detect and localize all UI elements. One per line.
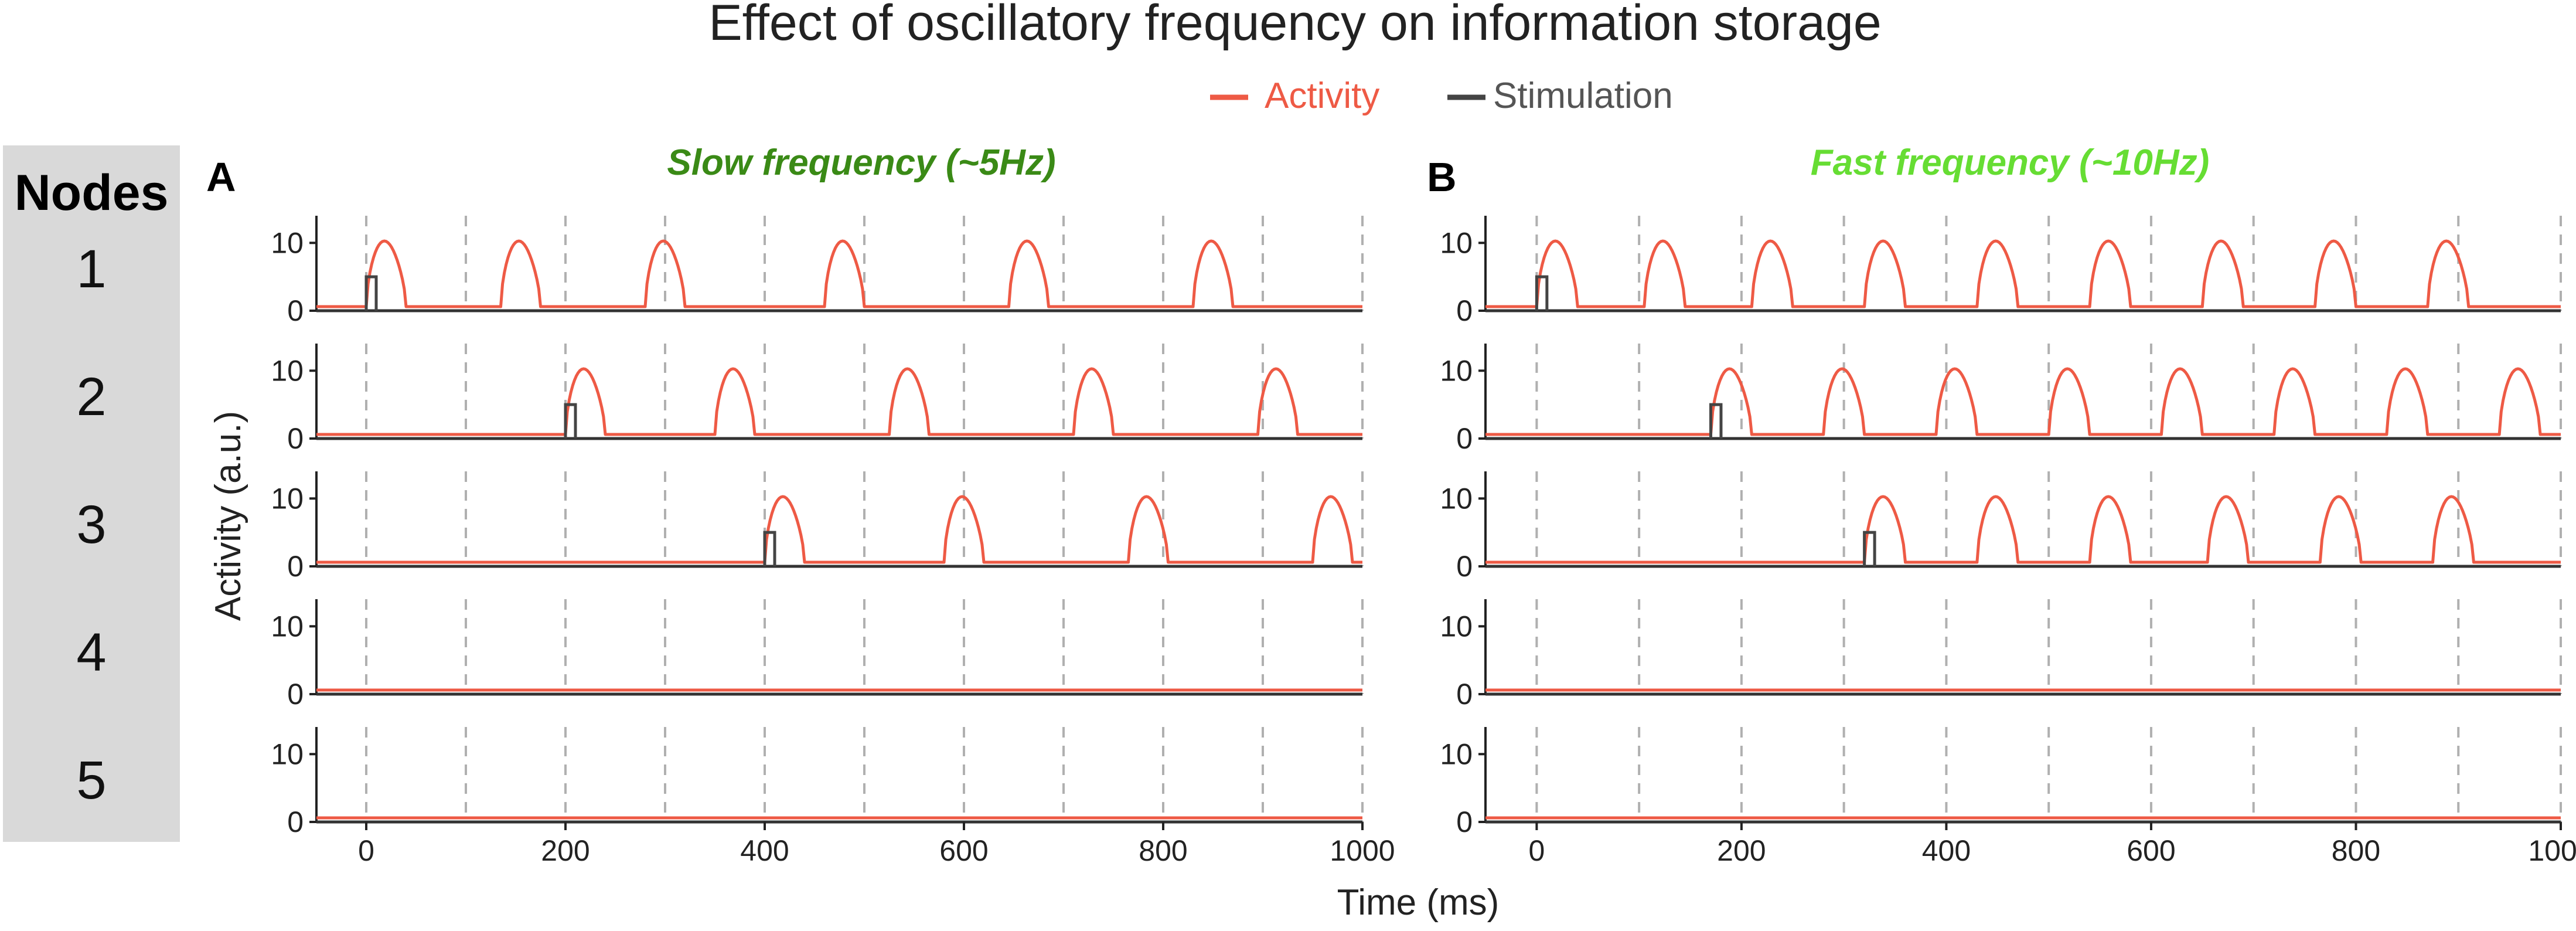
stimulation-pulse	[1535, 275, 1549, 311]
chart-title: Effect of oscillatory frequency on infor…	[708, 0, 1881, 51]
x-tick-label: 400	[740, 834, 789, 867]
stimulation-pulse	[1863, 531, 1876, 566]
activity-trace	[316, 367, 1362, 436]
x-tick-label: 600	[2127, 834, 2175, 867]
y-tick-label: 10	[271, 482, 304, 515]
panel-a-title: Slow frequency (~5Hz)	[667, 142, 1055, 183]
x-tick-label: 1000	[2528, 834, 2576, 867]
legend-activity-label: Activity	[1265, 76, 1379, 116]
x-axis-label: Time (ms)	[1337, 882, 1500, 923]
activity-trace	[1485, 239, 2561, 308]
y-tick-label: 10	[271, 610, 304, 643]
x-tick-label: 1000	[1330, 834, 1395, 867]
y-tick-label: 0	[1456, 294, 1473, 327]
node-label-1: 1	[76, 239, 106, 299]
node-label-4: 4	[76, 623, 106, 682]
subplot-node-3: 0 10	[271, 471, 1364, 583]
panel-b-letter: B	[1427, 154, 1457, 200]
x-tick-label: 0	[1528, 834, 1545, 867]
activity-trace	[1485, 367, 2561, 436]
y-tick-label: 0	[287, 678, 304, 711]
node-column-background	[3, 145, 180, 842]
y-tick-label: 0	[1456, 422, 1473, 455]
x-tick-label: 0	[358, 834, 374, 867]
activity-trace	[316, 495, 1362, 564]
y-tick-label: 10	[1440, 482, 1473, 515]
stimulation-pulse	[1709, 403, 1723, 439]
subplot-node-3: 0 10	[1440, 471, 2562, 583]
stimulation-pulse	[564, 403, 577, 439]
x-tick-label: 400	[1922, 834, 1971, 867]
y-tick-label: 0	[287, 806, 304, 838]
y-tick-label: 0	[287, 422, 304, 455]
y-tick-label: 10	[271, 354, 304, 387]
node-label-5: 5	[76, 750, 106, 810]
y-tick-label: 10	[271, 226, 304, 259]
y-tick-label: 0	[287, 550, 304, 583]
legend: Activity Stimulation	[1210, 76, 1673, 116]
subplot-node-2: 0 10	[271, 344, 1364, 455]
subplot-node-4: 0 10	[271, 599, 1364, 711]
y-tick-label: 10	[1440, 610, 1473, 643]
x-tick-label: 200	[541, 834, 590, 867]
y-tick-label: 10	[1440, 354, 1473, 387]
y-tick-label: 10	[271, 738, 304, 770]
y-axis-label: Activity (a.u.)	[208, 411, 248, 621]
legend-stimulation-label: Stimulation	[1493, 76, 1673, 116]
subplot-node-1: 0 10	[271, 216, 1364, 327]
x-tick-label: 800	[2332, 834, 2380, 867]
stimulation-pulse	[364, 275, 378, 311]
x-tick-label: 800	[1139, 834, 1187, 867]
y-tick-label: 0	[1456, 678, 1473, 711]
activity-trace	[1485, 495, 2561, 564]
subplot-node-1: 0 10	[1440, 216, 2562, 327]
node-column-header: Nodes	[15, 165, 169, 221]
stimulation-pulse	[763, 531, 776, 566]
panel-b-title: Fast frequency (~10Hz)	[1811, 142, 2210, 183]
subplot-node-4: 0 10	[1440, 599, 2562, 711]
y-tick-label: 10	[1440, 738, 1473, 770]
node-label-2: 2	[76, 367, 106, 427]
x-tick-label: 200	[1717, 834, 1766, 867]
y-tick-label: 0	[287, 294, 304, 327]
subplot-node-2: 0 10	[1440, 344, 2562, 455]
node-column: Nodes 1 2 3 4 5	[3, 145, 180, 842]
y-tick-label: 0	[1456, 550, 1473, 583]
activity-trace	[316, 239, 1362, 308]
panel-a-letter: A	[206, 154, 236, 200]
y-tick-label: 0	[1456, 806, 1473, 838]
node-label-3: 3	[76, 495, 106, 555]
y-tick-label: 10	[1440, 226, 1473, 259]
x-tick-label: 600	[939, 834, 988, 867]
